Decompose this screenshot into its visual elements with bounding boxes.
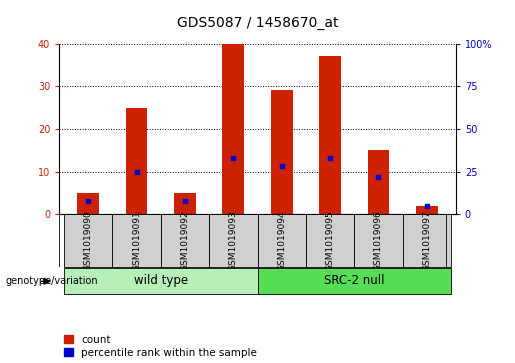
Bar — [416, 205, 438, 214]
Bar — [64, 268, 258, 294]
Bar — [368, 150, 389, 214]
Point — [229, 155, 237, 161]
Bar — [403, 214, 451, 267]
Point — [326, 155, 334, 161]
Text: GSM1019091: GSM1019091 — [132, 210, 141, 271]
Text: SRC-2 null: SRC-2 null — [324, 274, 385, 287]
Point — [423, 203, 431, 208]
Text: GSM1019096: GSM1019096 — [374, 210, 383, 271]
Bar — [174, 193, 196, 214]
Point — [132, 168, 141, 175]
Bar — [258, 268, 451, 294]
Bar — [306, 214, 354, 267]
Bar — [77, 193, 99, 214]
Point — [374, 174, 383, 180]
Bar — [209, 214, 258, 267]
Bar — [222, 44, 244, 214]
Bar — [161, 214, 209, 267]
Text: GDS5087 / 1458670_at: GDS5087 / 1458670_at — [177, 16, 338, 30]
Bar — [64, 214, 112, 267]
Bar — [271, 90, 293, 214]
Text: GSM1019095: GSM1019095 — [325, 210, 335, 271]
Text: GSM1019097: GSM1019097 — [422, 210, 431, 271]
Legend: count, percentile rank within the sample: count, percentile rank within the sample — [64, 335, 257, 358]
Text: GSM1019090: GSM1019090 — [84, 210, 93, 271]
Bar — [126, 107, 147, 214]
Point — [278, 163, 286, 169]
Text: genotype/variation: genotype/variation — [5, 276, 98, 286]
Text: GSM1019093: GSM1019093 — [229, 210, 238, 271]
Bar — [112, 214, 161, 267]
Text: GSM1019094: GSM1019094 — [277, 210, 286, 271]
Point — [181, 197, 189, 203]
Bar — [258, 214, 306, 267]
Text: GSM1019092: GSM1019092 — [180, 210, 190, 271]
Bar — [354, 214, 403, 267]
Bar — [319, 56, 341, 214]
Text: wild type: wild type — [134, 274, 188, 287]
Point — [84, 197, 92, 203]
